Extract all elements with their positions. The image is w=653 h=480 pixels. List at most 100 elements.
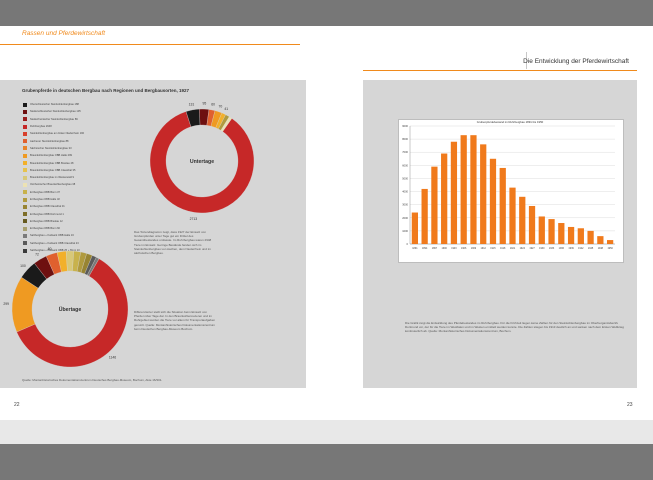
y-tick-label: 8000 xyxy=(402,137,408,141)
bar xyxy=(528,205,536,244)
x-tick-label: 1933 xyxy=(549,247,555,250)
legend-item: Braunkohlenbergbau OBB Halle 299 xyxy=(23,152,84,159)
bar xyxy=(597,236,604,244)
figure-title: Grubenpferde in deutschen Bergbau nach R… xyxy=(22,88,190,93)
legend-label: Erzbergbau OBB Breslau 12 xyxy=(30,219,63,223)
bar xyxy=(577,228,584,244)
bar xyxy=(441,153,448,244)
x-tick-label: 1930 xyxy=(539,247,545,250)
legend-item: Salzbergbau + Kaliwerk OBB Clausthal 23 xyxy=(23,240,84,247)
x-tick-label: 1906 xyxy=(461,247,467,250)
x-tick-label: 1915 xyxy=(490,247,496,250)
bar xyxy=(470,135,477,244)
legend-label: Ostrheinischer Braunkohlenbergbau 38 xyxy=(30,183,76,187)
legend-label: Braunkohlenbergbau OBB Breslau 48 xyxy=(30,161,74,165)
donut-value-label: 1146 xyxy=(109,355,116,359)
y-tick-label: 9000 xyxy=(402,124,408,128)
legend-swatch xyxy=(23,153,27,158)
x-tick-label: 1903 xyxy=(451,247,457,250)
x-tick-label: 1921 xyxy=(510,247,516,250)
donut-value-label: 70 xyxy=(218,104,222,108)
donut-value-label: 72 xyxy=(35,253,39,257)
chart-title: Grubenpferdebestand im Ruhrbergbau 1891 … xyxy=(477,120,544,124)
text-block-2: Differenzierter stellt sich die Situatio… xyxy=(134,310,216,331)
bar xyxy=(567,226,575,244)
bar xyxy=(509,187,516,244)
donut-value-label: 95 xyxy=(202,102,206,106)
donut-slice xyxy=(149,111,255,214)
legend-label: Erzbergbau OBB Clausthal 31 xyxy=(30,205,65,209)
top-gray-band xyxy=(0,0,653,26)
x-tick-label: 1945 xyxy=(588,247,594,250)
legend-label: Steinkohlenbergbau am linken Niederrhein… xyxy=(30,132,85,136)
legend-item: Niederrheinischer Steinkohlenbergbau 89 xyxy=(23,116,84,123)
legend-item: Erzbergbau OBB Dortmund 1 xyxy=(23,210,84,217)
x-tick-label: 1924 xyxy=(520,247,526,250)
x-tick-label: 1939 xyxy=(568,247,574,250)
bar xyxy=(548,219,555,244)
page-number-left: 22 xyxy=(14,402,20,408)
legend-item: Braunkohlenbergbau im Westerwald 9 xyxy=(23,174,84,181)
donut-value-label: 41 xyxy=(224,107,228,111)
legend: Oberschlesischer Steinkohlenbergbau 188 N… xyxy=(23,101,84,254)
legend-label: Erzbergbau OBB Bonn 37 xyxy=(30,190,60,194)
text-block-right: Die Grafik zeigt die Entwicklung des Pfe… xyxy=(405,321,624,334)
x-tick-label: 1894 xyxy=(422,247,428,250)
legend-swatch xyxy=(23,131,27,136)
legend-swatch xyxy=(23,204,27,209)
donut-value-label: 60 xyxy=(48,247,52,251)
bar xyxy=(587,230,594,244)
legend-item: Braunkohlenbergbau OBB Clausthal 35 xyxy=(23,167,84,174)
legend-item: Braunkohlenbergbau OBB Breslau 48 xyxy=(23,159,84,166)
legend-item: Erzbergbau OBB Clausthal 31 xyxy=(23,203,84,210)
left-figure-panel xyxy=(0,80,306,388)
header-rule-right xyxy=(363,70,637,71)
donut-slice xyxy=(16,258,129,368)
y-tick-label: 4000 xyxy=(402,190,408,194)
legend-label: Salzbergbau + Kaliwerk OBB 25 + Bonn 10 xyxy=(30,249,80,253)
legend-item: Sächsischer Steinkohlenbergbau 33 xyxy=(23,145,84,152)
donut-value-label: 2713 xyxy=(190,217,198,221)
header-divider-right xyxy=(526,52,633,69)
bar xyxy=(519,196,526,244)
x-tick-label: 1909 xyxy=(471,247,477,250)
bottom-gray-band xyxy=(0,444,653,480)
bar xyxy=(538,216,545,244)
legend-item: Salzbergbau + Kaliwerk OBB Halle 16 xyxy=(23,232,84,239)
donut-value-label: 60 xyxy=(211,103,215,107)
legend-swatch xyxy=(23,219,27,224)
legend-swatch xyxy=(23,182,27,187)
legend-label: Sächsischer Steinkohlenbergbau 33 xyxy=(30,146,72,150)
donut-value-label: 100 xyxy=(20,264,26,268)
donut-value-label: 131 xyxy=(189,102,195,106)
legend-label: Salzbergbau + Kaliwerk OBB Clausthal 23 xyxy=(30,241,79,245)
bar xyxy=(450,141,458,244)
legend-swatch xyxy=(23,139,27,144)
text-block-1: Das Tortendiagramm zeigt, dass 1927 der … xyxy=(134,230,212,256)
bar xyxy=(499,167,506,244)
legend-swatch xyxy=(23,124,27,129)
legend-label: Niederrheinischer Steinkohlenbergbau 89 xyxy=(30,117,78,121)
bar xyxy=(606,240,614,244)
legend-item: Erzbergbau OBB Bonn 37 xyxy=(23,189,84,196)
x-tick-label: 1927 xyxy=(529,247,535,250)
page-number-right: 23 xyxy=(627,402,633,408)
x-tick-label: 1912 xyxy=(481,247,487,250)
header-rule-left xyxy=(0,44,300,45)
legend-item: Erzbergbau OBB Breslau 12 xyxy=(23,218,84,225)
donut-slice xyxy=(220,116,233,132)
legend-item: Ruhrbergbau 2948 xyxy=(23,123,84,130)
legend-swatch xyxy=(23,190,27,195)
donut-slice xyxy=(87,257,100,277)
legend-label: Salzbergbau + Kaliwerk OBB Halle 16 xyxy=(30,234,74,238)
y-tick-label: 7000 xyxy=(402,150,408,154)
x-tick-label: 1891 xyxy=(412,247,418,250)
x-tick-label: 1942 xyxy=(578,247,584,250)
x-tick-label: 1948 xyxy=(598,247,604,250)
legend-swatch xyxy=(23,233,27,238)
legend-item: Niederschlesischer Steinkohlenbergbau 13… xyxy=(23,108,84,115)
legend-label: Niederschlesischer Steinkohlenbergbau 13… xyxy=(30,110,81,114)
legend-label: Braunkohlenbergbau im Westerwald 9 xyxy=(30,176,74,180)
x-tick-label: 1897 xyxy=(432,247,438,250)
legend-swatch xyxy=(23,197,27,202)
